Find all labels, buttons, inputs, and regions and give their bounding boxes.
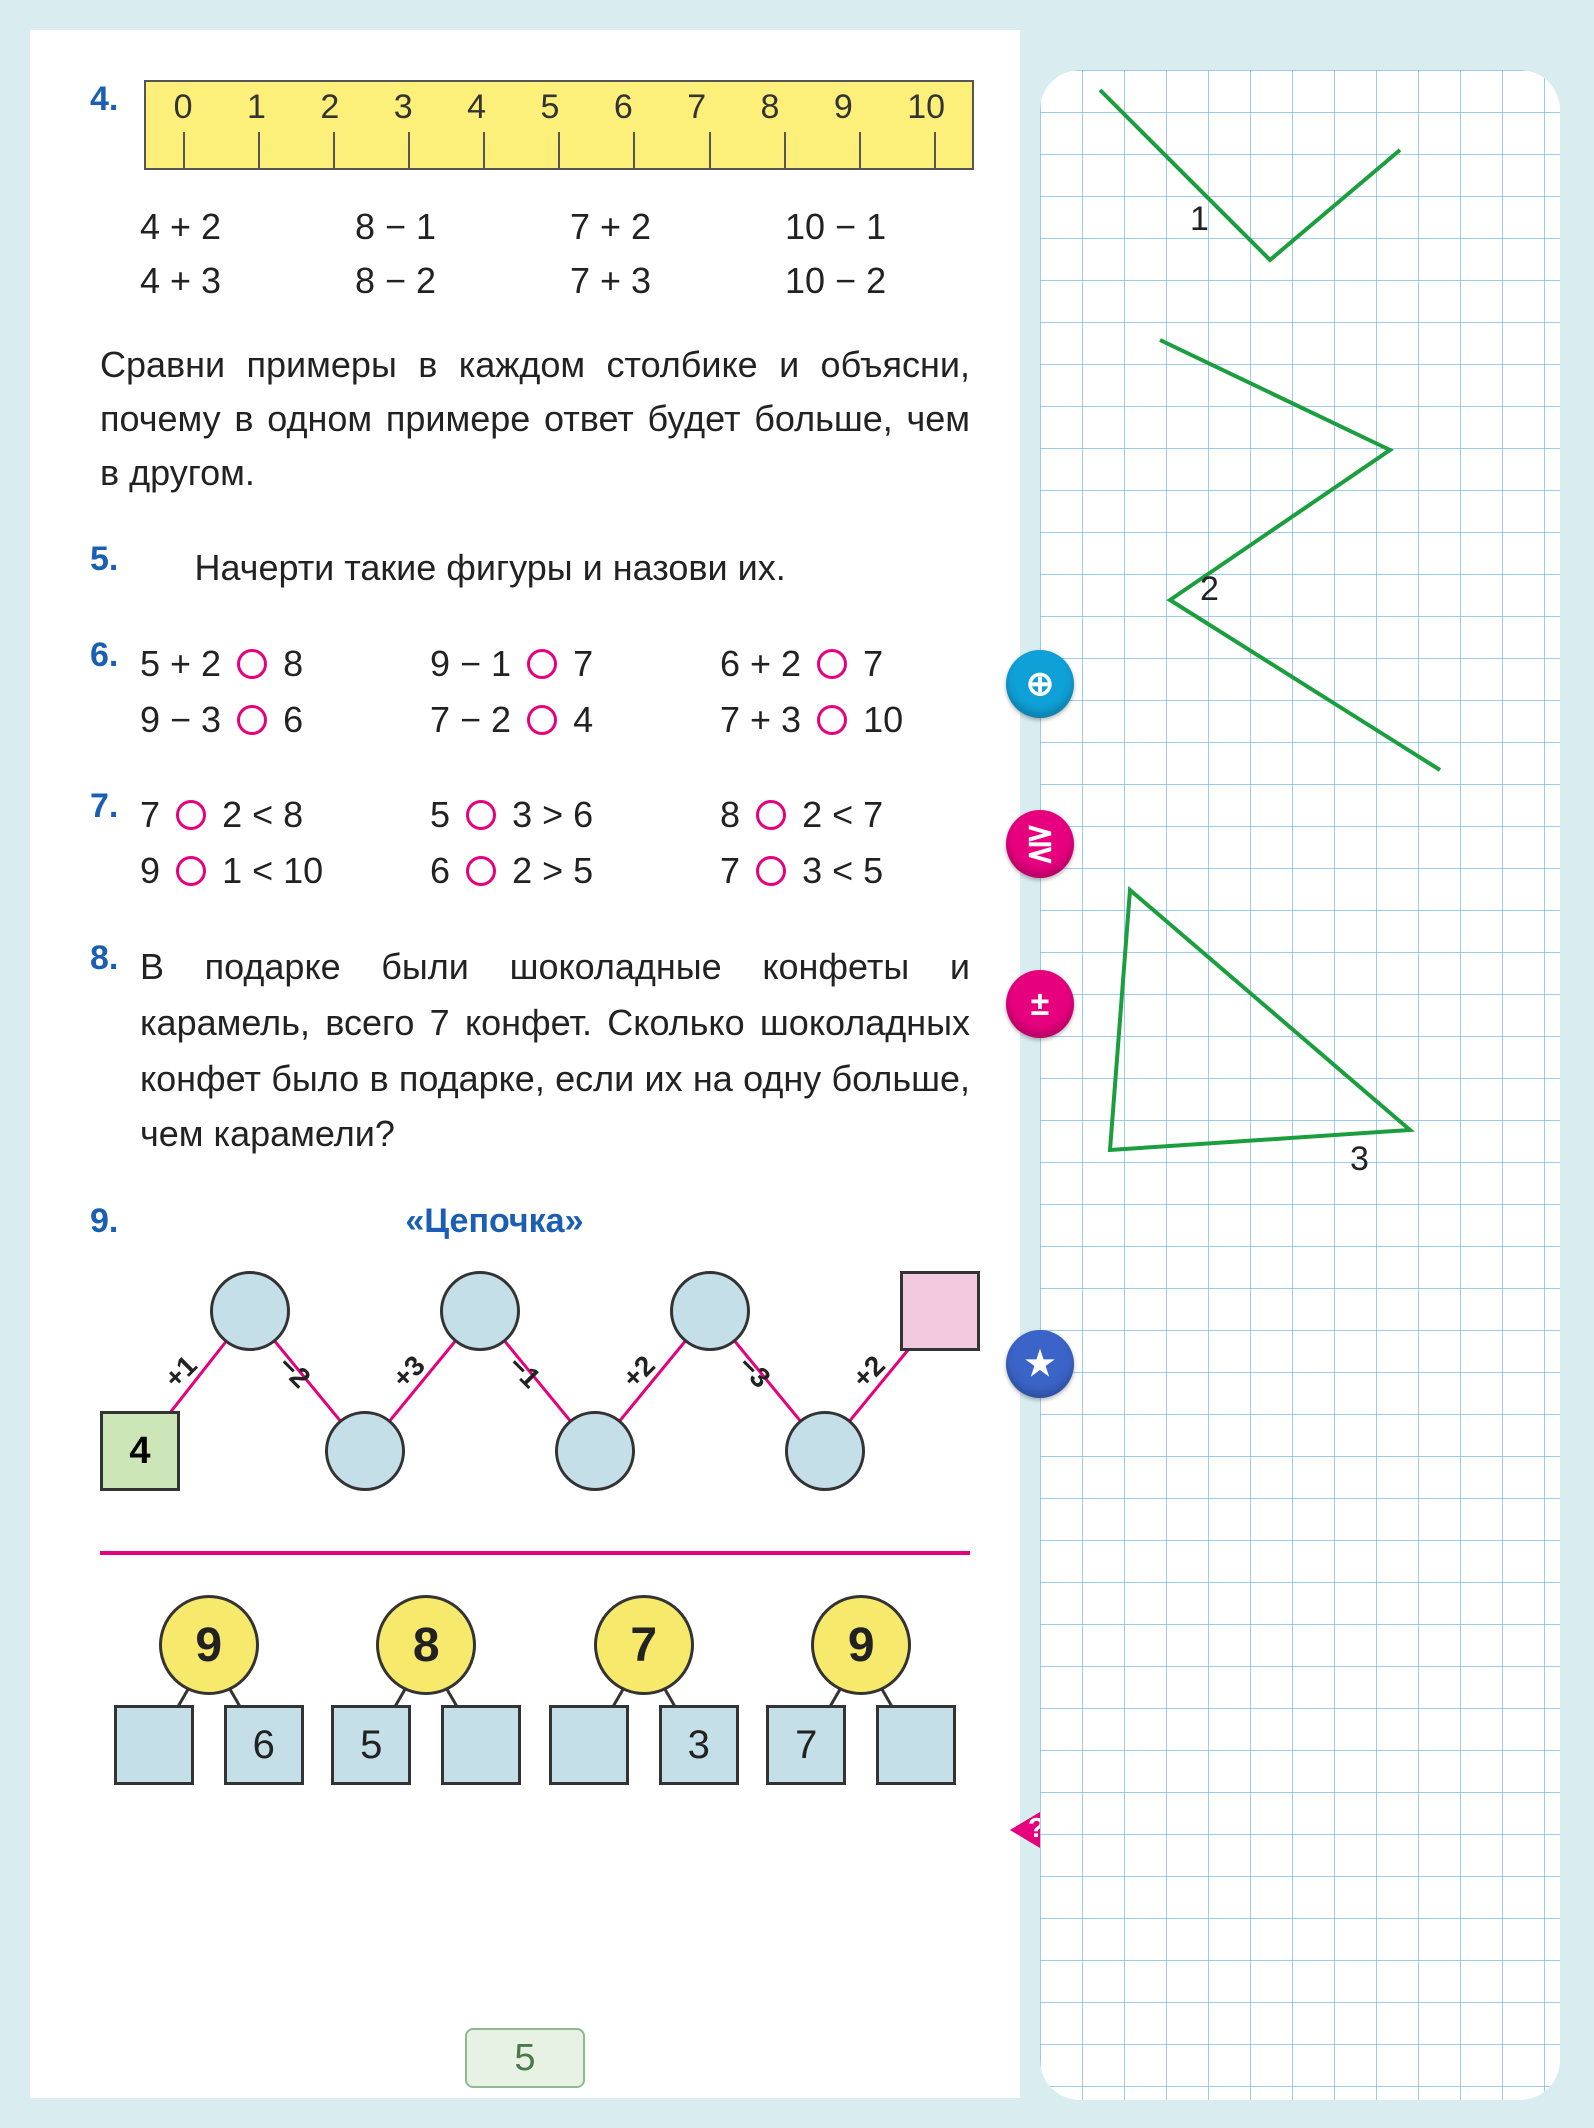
ex4-number: 4. — [90, 80, 140, 119]
chain-diagram: 4+1−2+3−1+2−3+2 — [100, 1261, 970, 1511]
tree-right — [441, 1705, 521, 1785]
blank-circle — [527, 705, 557, 735]
ex8-number: 8. — [90, 939, 140, 978]
blank-circle — [176, 800, 206, 830]
exercise-4: 4. 0 1 2 3 4 5 6 7 8 9 10 4 + 24 + 3 8 — [90, 80, 980, 500]
exercise-9: 9. «Цепочка» 4+1−2+3−1+2−3+2 — [90, 1202, 980, 1511]
ex4-columns: 4 + 24 + 3 8 − 18 − 2 7 + 27 + 3 10 − 11… — [140, 200, 980, 308]
tree-top: 9 — [159, 1595, 259, 1695]
sidebar-grid: 123 ⊕⋛±★ — [1040, 70, 1560, 2100]
ex9-number: 9. — [90, 1202, 140, 1241]
blank-circle — [237, 705, 267, 735]
sidebar-badge-icon: ± — [1006, 970, 1074, 1038]
ex4-text: Сравни примеры в каждом столбике и объяс… — [100, 338, 970, 500]
blank-circle — [817, 649, 847, 679]
page-main: 4. 0 1 2 3 4 5 6 7 8 9 10 4 + 24 + 3 8 — [30, 30, 1020, 2098]
chain-node — [670, 1271, 750, 1351]
ex9-title: «Цепочка» — [144, 1202, 844, 1241]
chain-node — [440, 1271, 520, 1351]
tree-top: 7 — [594, 1595, 694, 1695]
blank-circle — [176, 856, 206, 886]
tree-left: 5 — [331, 1705, 411, 1785]
blank-circle — [466, 856, 496, 886]
tree-right: 6 — [224, 1705, 304, 1785]
blank-circle — [756, 800, 786, 830]
tree-top: 8 — [376, 1595, 476, 1695]
blank-circle — [817, 705, 847, 735]
chain-node — [555, 1411, 635, 1491]
ruler: 0 1 2 3 4 5 6 7 8 9 10 — [144, 80, 974, 170]
chain-node — [210, 1271, 290, 1351]
sidebar-badge-icon: ⊕ — [1006, 650, 1074, 718]
tree-3: 7 3 — [544, 1595, 744, 1785]
tree-right: 3 — [659, 1705, 739, 1785]
exercise-8: 8. В подарке были шоколадные конфеты и к… — [90, 939, 980, 1162]
ruler-ticks — [146, 132, 972, 168]
exercise-7: 7. 7 2 < 8 5 3 > 6 8 2 < 7 9 1 < 10 6 2 … — [90, 787, 980, 899]
tree-left: 7 — [766, 1705, 846, 1785]
tree-top: 9 — [811, 1595, 911, 1695]
tree-2: 8 5 — [326, 1595, 526, 1785]
exercise-5: 5. Начерти такие фигуры и назови их. — [90, 540, 980, 596]
chain-start: 4 — [100, 1411, 180, 1491]
ex6-number: 6. — [90, 636, 140, 675]
blank-circle — [756, 856, 786, 886]
sidebar-badge-icon: ★ — [1006, 1330, 1074, 1398]
ruler-numbers: 0 1 2 3 4 5 6 7 8 9 10 — [146, 88, 972, 127]
number-trees: 9 6 8 5 7 3 9 7 — [100, 1595, 970, 1785]
ex7-number: 7. — [90, 787, 140, 826]
divider — [100, 1551, 970, 1555]
tree-1: 9 6 — [109, 1595, 309, 1785]
ex8-text: В подарке были шоколадные конфеты и кара… — [140, 939, 980, 1162]
tree-left — [114, 1705, 194, 1785]
tree-left — [549, 1705, 629, 1785]
chain-node — [325, 1411, 405, 1491]
exercise-6: 6. 5 + 2 8 9 − 1 7 6 + 2 7 9 − 3 6 7 − 2… — [90, 636, 980, 748]
blank-circle — [527, 649, 557, 679]
chain-node — [785, 1411, 865, 1491]
ex5-number: 5. — [90, 540, 140, 579]
blank-circle — [237, 649, 267, 679]
chain-end — [900, 1271, 980, 1351]
blank-circle — [466, 800, 496, 830]
tree-right — [876, 1705, 956, 1785]
sidebar-badge-icon: ⋛ — [1006, 810, 1074, 878]
ex7-grid: 7 2 < 8 5 3 > 6 8 2 < 7 9 1 < 10 6 2 > 5… — [140, 787, 980, 899]
ex5-text: Начерти такие фигуры и назови их. — [194, 547, 785, 588]
page-number: 5 — [465, 2028, 585, 2088]
ex6-grid: 5 + 2 8 9 − 1 7 6 + 2 7 9 − 3 6 7 − 2 4 … — [140, 636, 980, 748]
tree-4: 9 7 — [761, 1595, 961, 1785]
